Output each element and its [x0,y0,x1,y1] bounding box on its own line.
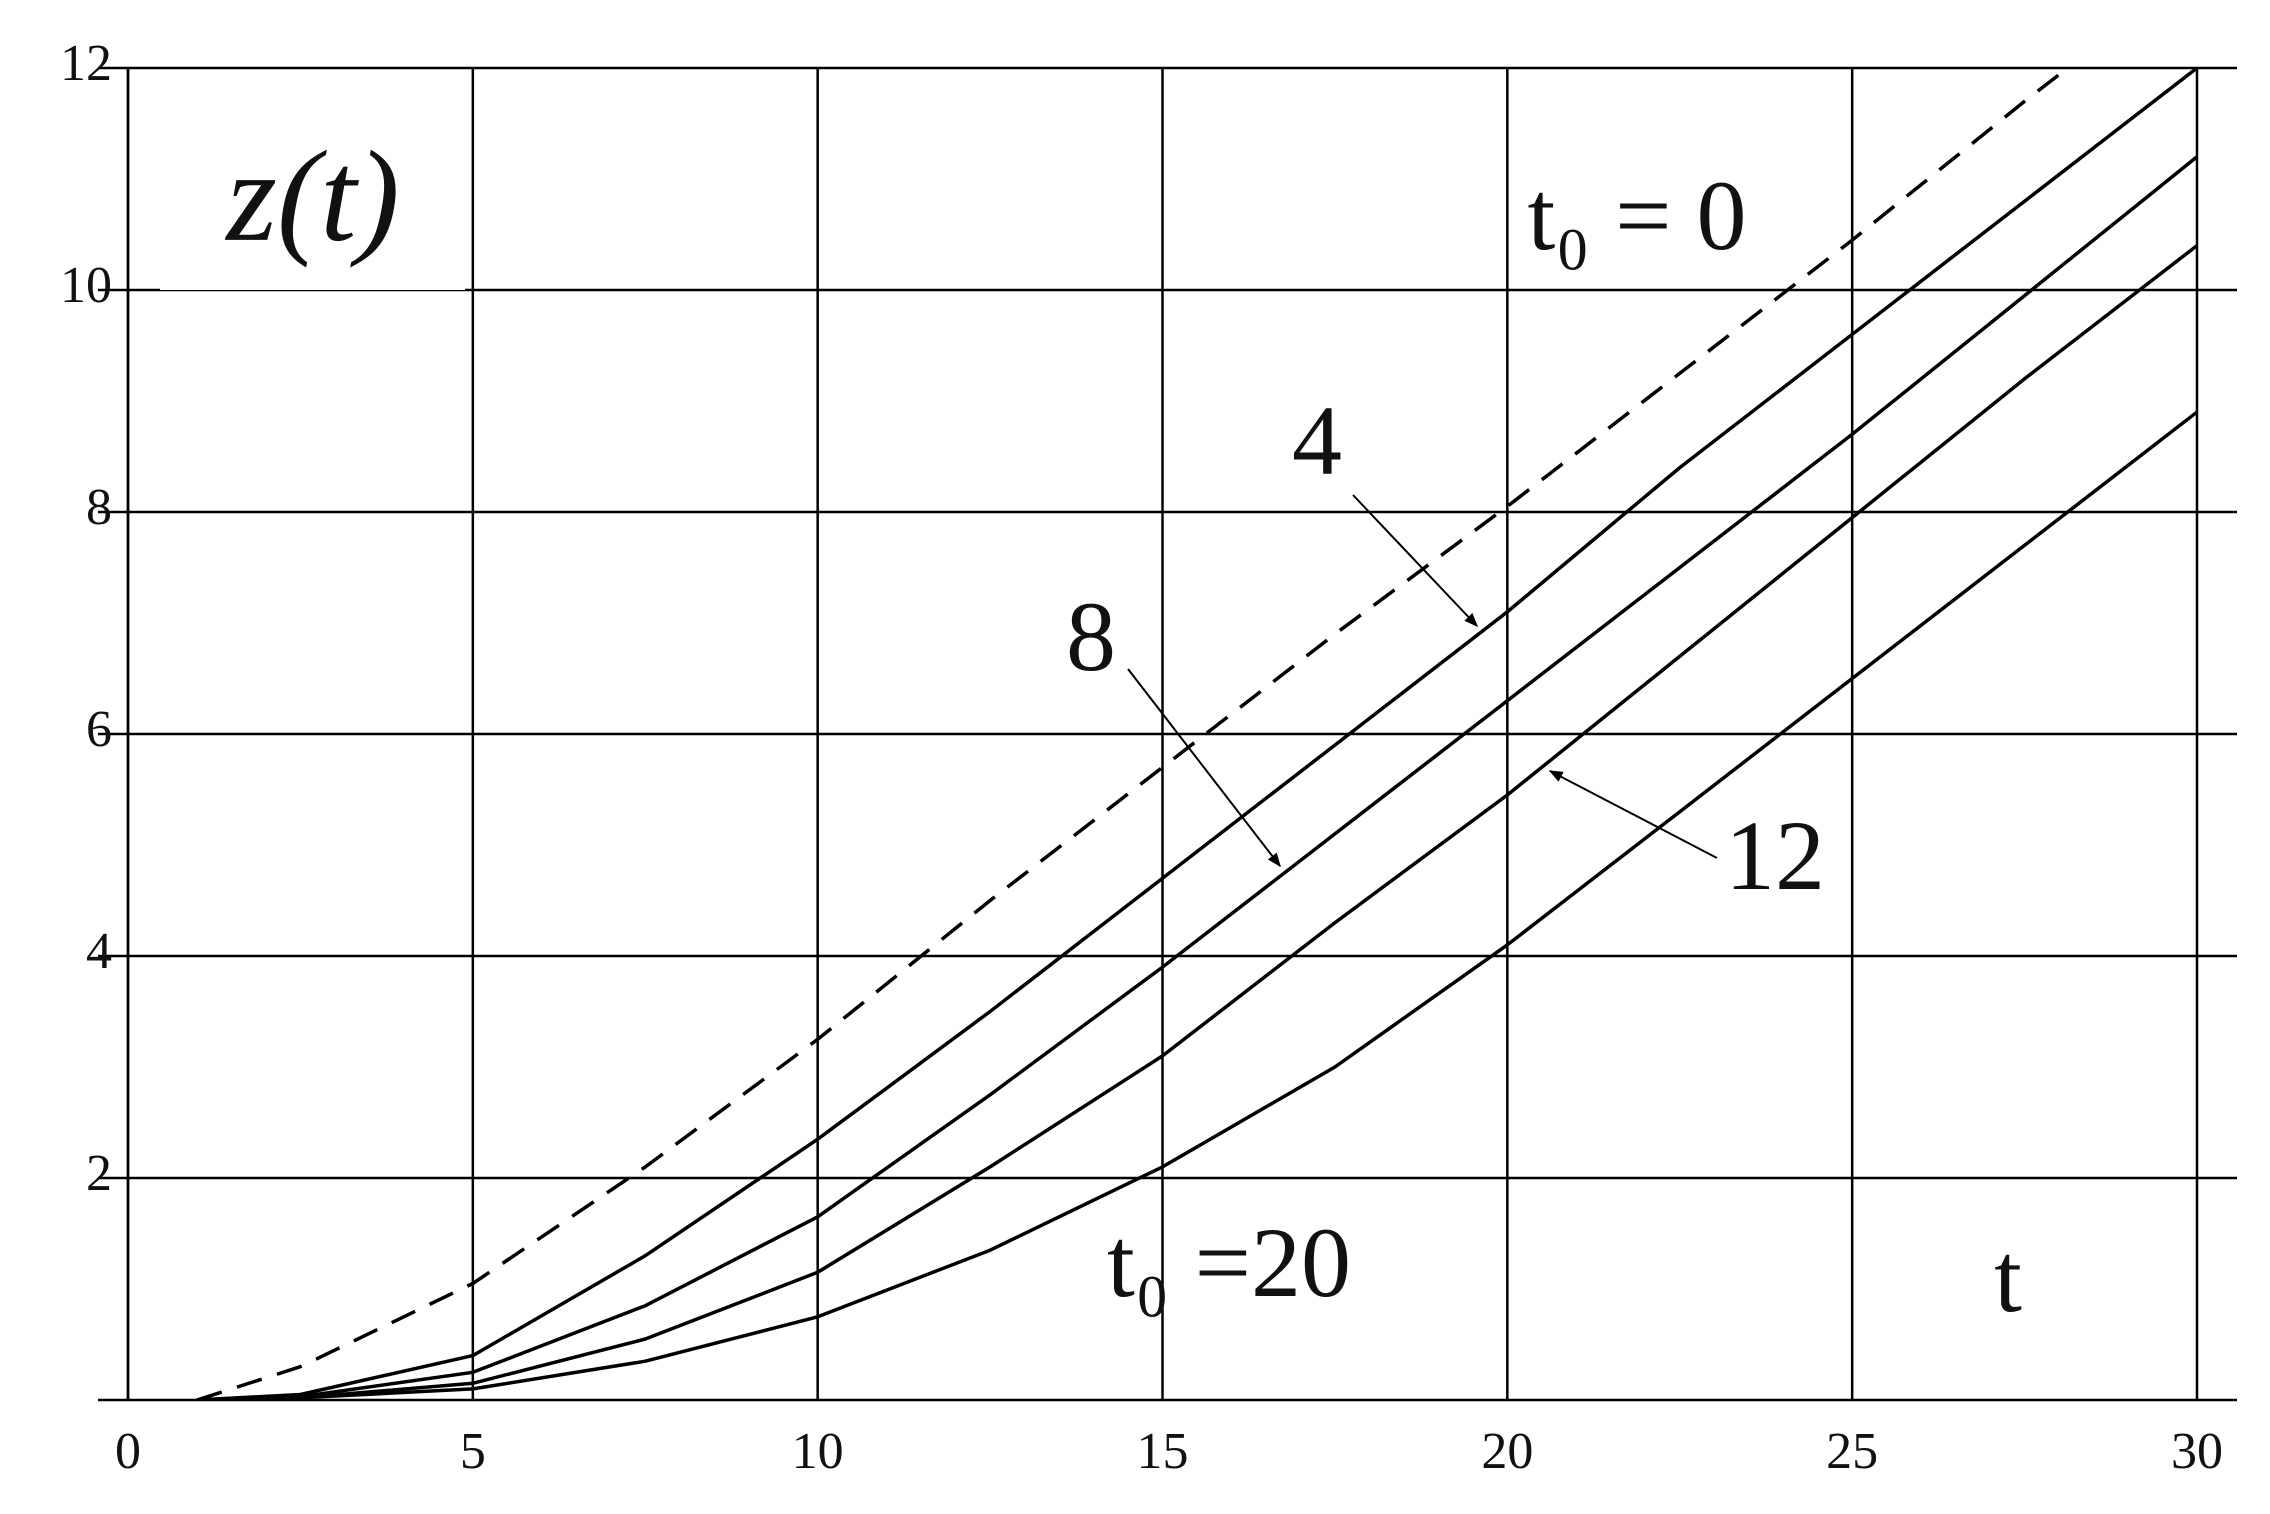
x-tick-label: 30 [2171,1423,2223,1480]
label-backdrop [160,140,465,290]
annotation-arrow [1548,770,1718,859]
x-tick-label: 25 [1826,1423,1878,1480]
y-tick-label: 12 [60,35,112,92]
y-axis-label: z(t) [224,125,399,269]
series-label: t₀ = 0 [1527,160,1746,271]
y-tick-label: 6 [86,701,112,758]
x-tick-label: 20 [1481,1423,1533,1480]
y-tick-label: 2 [86,1145,112,1202]
x-tick-label: 15 [1137,1423,1189,1480]
annotation-arrow [1127,668,1281,868]
series-line [196,244,2197,1400]
series-line [196,68,2071,1400]
x-tick-label: 0 [115,1423,141,1480]
series-line [196,68,2197,1400]
x-tick-label: 10 [792,1423,844,1480]
x-tick-label: 5 [460,1423,486,1480]
series-label: t₀ =20 [1107,1207,1351,1318]
series-label: 12 [1725,800,1825,911]
y-tick-label: 10 [60,257,112,314]
annotation-arrow [1352,494,1478,628]
series-line [196,410,2197,1400]
y-tick-label: 8 [86,479,112,536]
x-axis-label: t [1994,1222,2022,1333]
series-label: 4 [1292,385,1342,496]
y-tick-label: 4 [86,923,112,980]
series-label: 8 [1066,581,1116,692]
series-line [196,155,2197,1400]
